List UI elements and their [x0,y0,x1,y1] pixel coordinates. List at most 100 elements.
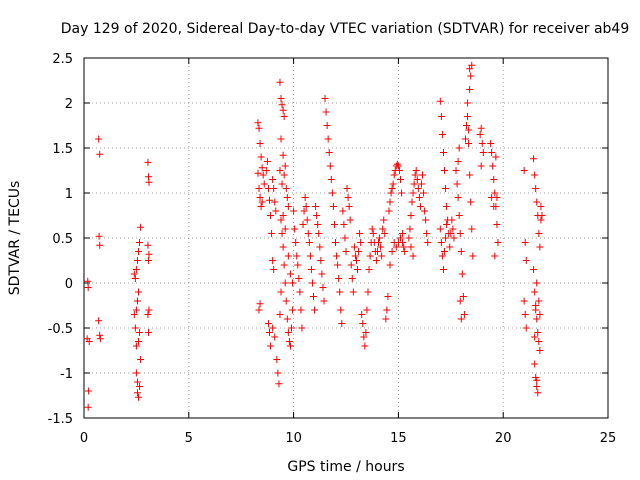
data-point [319,284,327,291]
data-point [254,169,262,177]
data-point [396,176,404,183]
data-point [297,306,305,314]
data-point [453,180,461,188]
data-point [284,203,292,210]
data-point [282,297,290,305]
data-point [491,252,499,260]
data-point [133,257,141,264]
data-point [95,135,103,143]
data-point [376,234,384,242]
data-point [132,306,140,314]
data-point [134,288,142,296]
data-point [285,338,293,345]
data-point [312,203,320,210]
data-point [538,212,546,219]
data-point [333,252,341,260]
data-point [533,315,541,323]
data-point [338,320,346,327]
y-tick-label: 2 [65,97,73,112]
data-point [269,257,277,264]
data-point [293,252,301,260]
data-point [95,232,103,240]
data-point [454,194,462,201]
data-point [395,167,403,174]
data-point [467,198,475,206]
data-point [436,225,444,233]
data-point [306,252,314,260]
data-point [537,203,545,210]
data-point [269,176,277,183]
data-point [361,342,369,350]
data-point [278,230,286,237]
data-point [521,311,529,318]
data-point [460,311,468,318]
x-tick-label: 25 [600,431,617,446]
data-point [85,387,93,395]
y-tick-label: 0.5 [52,232,73,247]
data-point [328,189,336,197]
data-point [334,261,342,269]
data-point [254,119,262,127]
data-point [280,171,288,179]
data-point [96,331,104,339]
data-point [417,180,425,188]
data-point [522,324,530,332]
data-point [259,171,267,179]
data-point [144,158,152,166]
data-point [381,230,389,237]
data-point [530,155,538,163]
data-point [269,324,277,332]
y-axis-label: SDTVAR / TECUs [7,181,23,296]
data-point [277,135,285,143]
data-point [448,216,456,224]
data-point [256,194,264,201]
data-point [374,239,382,246]
y-tick-label: 1 [65,187,73,202]
data-point [130,270,138,278]
data-point [443,203,451,210]
data-point [137,356,145,363]
data-point [437,239,445,246]
data-point [372,257,380,264]
data-point [133,389,141,397]
data-point [302,203,310,210]
data-point [439,266,447,273]
data-point [281,225,289,233]
data-point [455,144,463,152]
data-point [393,160,401,168]
data-point [469,252,477,260]
data-point [457,248,465,255]
data-point [345,203,353,210]
x-tick-label: 10 [285,431,302,446]
data-point [84,403,92,411]
data-point [457,315,465,323]
data-point [278,101,286,109]
data-point [405,234,413,242]
data-point [270,185,278,192]
data-point [533,198,541,206]
data-point [263,158,271,165]
data-point [96,335,104,343]
data-point [332,239,340,246]
data-point [355,248,363,255]
data-point [289,306,297,314]
data-point [466,171,474,179]
data-point [401,248,409,255]
data-point [273,356,281,363]
data-point [533,376,541,384]
data-point [258,198,266,206]
data-point [439,149,447,156]
data-point [262,167,270,174]
data-point [388,185,396,192]
data-point [449,225,457,233]
data-point [344,194,352,201]
data-point [354,266,362,273]
data-point [419,171,427,179]
x-axis-label: GPS time / hours [287,459,404,475]
data-point [461,135,469,143]
data-point [383,306,391,314]
data-point [467,72,475,80]
data-point [494,239,502,246]
data-point [276,78,284,86]
data-points [83,61,546,411]
